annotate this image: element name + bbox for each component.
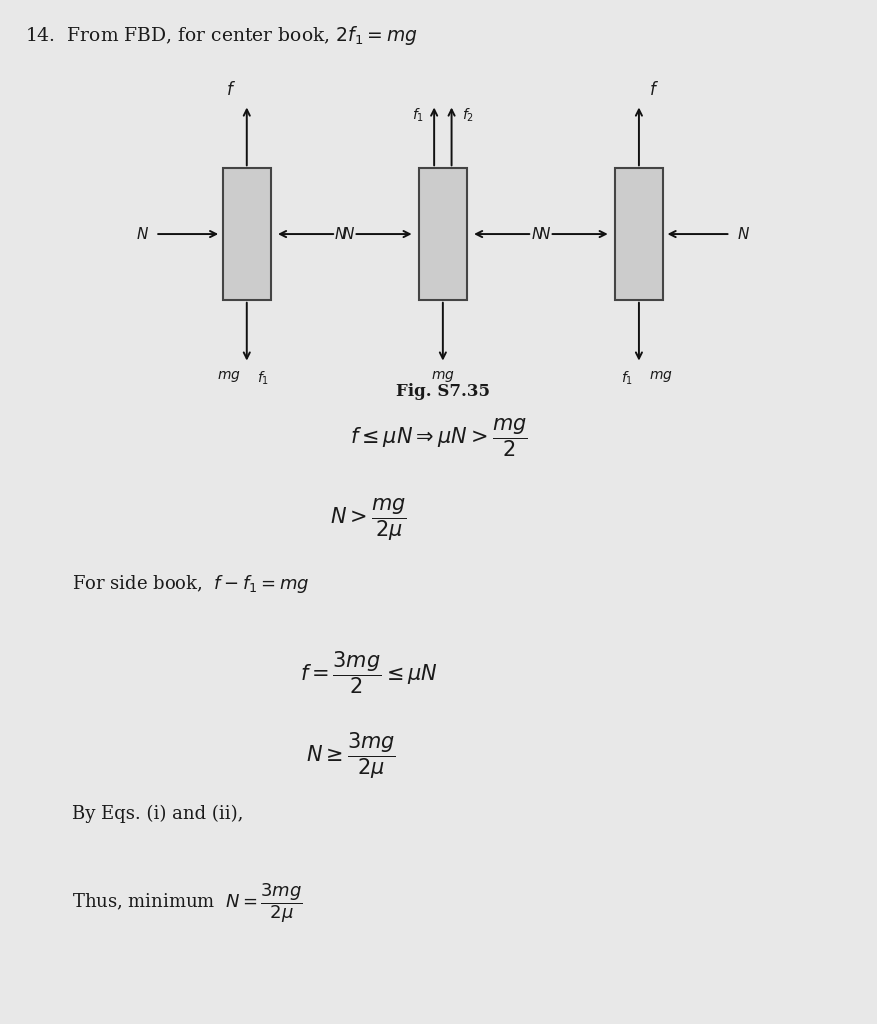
Text: $N \geq \dfrac{3mg}{2\mu}$: $N \geq \dfrac{3mg}{2\mu}$	[306, 731, 396, 781]
Text: $f_1$: $f_1$	[257, 370, 269, 387]
Text: $N$: $N$	[737, 226, 750, 242]
Text: $mg$: $mg$	[217, 370, 240, 384]
Text: $N$: $N$	[136, 226, 149, 242]
Text: $f_2$: $f_2$	[462, 106, 474, 124]
Text: Fig. S7.35: Fig. S7.35	[396, 383, 490, 400]
Text: $f$: $f$	[226, 81, 236, 98]
Text: $N$: $N$	[538, 226, 552, 242]
Bar	[223, 168, 271, 300]
Text: $mg$: $mg$	[649, 370, 674, 384]
Text: For side book,  $f - f_1 = mg$: For side book, $f - f_1 = mg$	[73, 573, 310, 595]
Text: $N$: $N$	[334, 226, 347, 242]
Text: $f \leq \mu N  \Rightarrow  \mu N > \dfrac{mg}{2}$: $f \leq \mu N \Rightarrow \mu N > \dfrac…	[350, 417, 527, 460]
Text: $N > \dfrac{mg}{2\mu}$: $N > \dfrac{mg}{2\mu}$	[331, 497, 407, 544]
Text: $N$: $N$	[531, 226, 544, 242]
Text: $f_1$: $f_1$	[411, 106, 424, 124]
Text: $f = \dfrac{3mg}{2} \leq \mu N$: $f = \dfrac{3mg}{2} \leq \mu N$	[300, 649, 438, 696]
Bar	[419, 168, 467, 300]
Text: $f$: $f$	[649, 81, 660, 98]
Text: 14.  From FBD, for center book, $2f_1 = mg$: 14. From FBD, for center book, $2f_1 = m…	[25, 24, 417, 46]
Text: By Eqs. (i) and (ii),: By Eqs. (i) and (ii),	[73, 805, 244, 823]
Text: $f_1$: $f_1$	[621, 370, 633, 387]
Text: $N$: $N$	[342, 226, 355, 242]
Bar	[615, 168, 663, 300]
Text: Thus, minimum  $N = \dfrac{3mg}{2\mu}$: Thus, minimum $N = \dfrac{3mg}{2\mu}$	[73, 882, 303, 925]
Text: $mg$: $mg$	[431, 370, 455, 384]
